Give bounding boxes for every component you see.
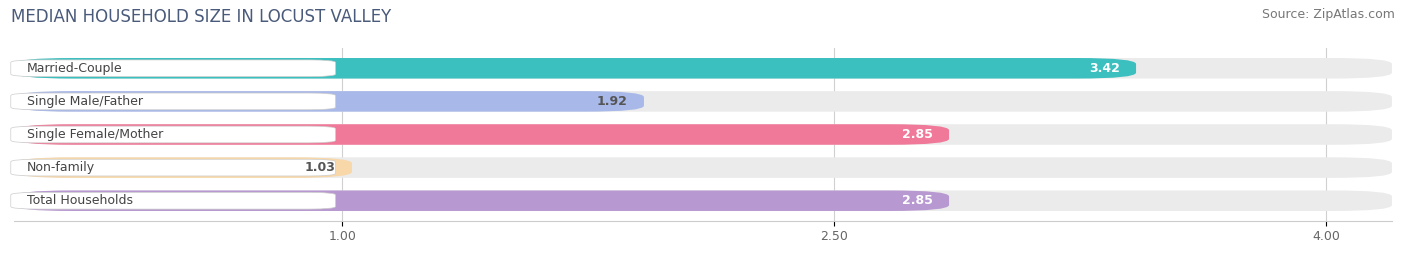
Text: Single Male/Father: Single Male/Father [27,95,143,108]
Text: 1.03: 1.03 [305,161,336,174]
FancyBboxPatch shape [14,91,644,112]
FancyBboxPatch shape [11,192,336,209]
Text: 2.85: 2.85 [901,128,932,141]
FancyBboxPatch shape [14,124,1392,145]
FancyBboxPatch shape [14,58,1136,79]
Text: Total Households: Total Households [27,194,134,207]
Text: 1.92: 1.92 [596,95,627,108]
FancyBboxPatch shape [14,157,352,178]
FancyBboxPatch shape [11,126,336,143]
Text: 3.42: 3.42 [1088,62,1119,75]
FancyBboxPatch shape [14,190,949,211]
Text: Non-family: Non-family [27,161,96,174]
FancyBboxPatch shape [14,124,949,145]
Text: 2.85: 2.85 [901,194,932,207]
FancyBboxPatch shape [14,91,1392,112]
Text: MEDIAN HOUSEHOLD SIZE IN LOCUST VALLEY: MEDIAN HOUSEHOLD SIZE IN LOCUST VALLEY [11,8,391,26]
FancyBboxPatch shape [11,60,336,77]
FancyBboxPatch shape [14,157,1392,178]
FancyBboxPatch shape [14,190,1392,211]
Text: Married-Couple: Married-Couple [27,62,122,75]
Text: Source: ZipAtlas.com: Source: ZipAtlas.com [1261,8,1395,21]
Text: Single Female/Mother: Single Female/Mother [27,128,163,141]
FancyBboxPatch shape [11,159,336,176]
FancyBboxPatch shape [11,93,336,110]
FancyBboxPatch shape [14,58,1392,79]
